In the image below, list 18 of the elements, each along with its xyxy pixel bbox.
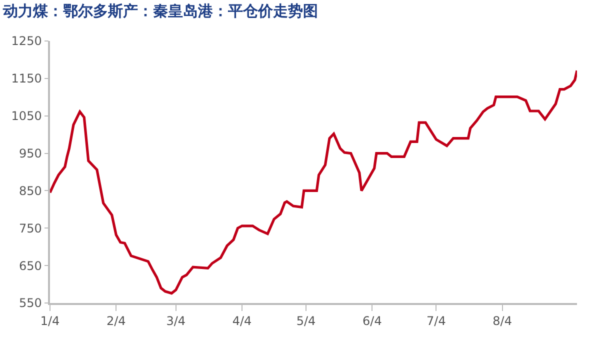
- chart-title: 动力煤：鄂尔多斯产：秦皇岛港：平仓价走势图: [2, 2, 318, 20]
- y-tick-label: 750: [18, 221, 42, 236]
- x-tick-label: 7/4: [426, 314, 446, 328]
- x-tick-label: 8/4: [492, 314, 512, 328]
- y-tick-label: 1250: [11, 34, 42, 48]
- y-tick-label: 650: [18, 258, 42, 273]
- x-tick-label: 1/4: [40, 314, 60, 328]
- x-tick-label: 6/4: [362, 314, 382, 328]
- y-tick-label: 850: [18, 184, 42, 198]
- x-tick-label: 2/4: [106, 314, 126, 328]
- y-tick-label: 950: [18, 146, 42, 160]
- y-tick-label: 550: [18, 296, 42, 310]
- y-tick-label: 1150: [11, 72, 42, 86]
- x-tick-label: 5/4: [296, 314, 316, 328]
- y-tick-label: 1050: [11, 109, 42, 124]
- x-tick-label: 3/4: [166, 314, 186, 328]
- x-tick-label: 4/4: [232, 314, 252, 328]
- line-series: [50, 69, 577, 295]
